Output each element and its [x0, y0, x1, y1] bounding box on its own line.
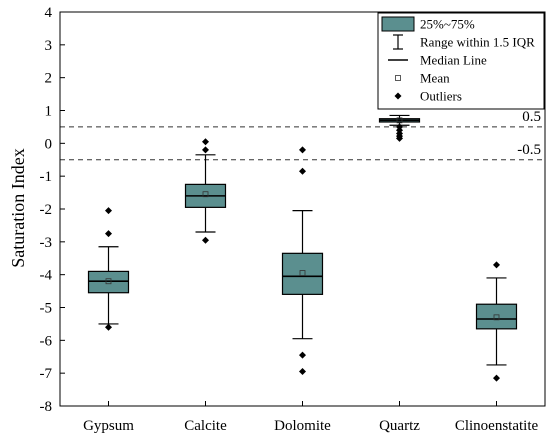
outlier-point: [202, 146, 209, 154]
mean-marker: [299, 270, 306, 276]
outlier-point: [202, 138, 209, 146]
iqr-box: [281, 252, 324, 295]
y-tick-label: -3: [40, 235, 53, 251]
outlier-point: [396, 134, 403, 142]
box-dolomite: [281, 146, 324, 376]
mean-marker: [105, 278, 112, 285]
outlier-point: [299, 351, 306, 359]
mean-marker: [202, 191, 209, 198]
outlier-point: [299, 368, 306, 376]
outlier-point: [299, 167, 306, 175]
y-tick-label: -1: [40, 169, 53, 185]
y-tick-label: -5: [40, 301, 53, 317]
outlier-point: [105, 323, 112, 331]
legend-box-swatch: [381, 16, 415, 32]
outlier-point: [299, 146, 306, 154]
y-tick-label: 3: [45, 38, 53, 54]
x-tick-label: Calcite: [184, 418, 227, 434]
legend-label: Mean: [420, 71, 450, 86]
legend-label: Outliers: [420, 89, 462, 104]
box-layer: [87, 114, 518, 382]
y-tick-label: -2: [40, 202, 53, 218]
outlier-point: [493, 261, 500, 269]
axis-layer: 4 3 2 1 0 -1 -2 -3 -4 -5 -6 -7 -8 Gypsum Calcite Dolomi…: [40, 5, 546, 434]
box-quartz: [378, 114, 421, 142]
mean-marker: [493, 314, 500, 321]
y-axis-title: Saturation Index: [8, 148, 28, 267]
outlier-point: [105, 230, 112, 238]
legend-label: Range within 1.5 IQR: [420, 35, 535, 50]
reference-line-label: -0.5: [517, 142, 541, 158]
outlier-point: [105, 207, 112, 215]
iqr-box: [475, 303, 518, 330]
y-tick-label: -7: [40, 366, 53, 382]
y-tick-label: 0: [45, 136, 53, 152]
reference-lines: 0.5 -0.5: [60, 109, 545, 161]
y-tick-label: 4: [45, 5, 53, 21]
legend: 25%~75% Range within 1.5 IQR Median Line Me…: [377, 12, 545, 110]
y-tick-label: -6: [40, 333, 53, 349]
legend-mean-swatch: [395, 75, 401, 81]
box-calcite: [184, 138, 227, 244]
y-tick-label: -8: [40, 399, 53, 415]
outlier-point: [202, 236, 209, 244]
outlier-point: [493, 374, 500, 382]
y-tick-label: 2: [45, 71, 53, 87]
legend-outlier-swatch: [394, 92, 402, 100]
x-tick-label: Gypsum: [83, 418, 134, 434]
mean-marker: [396, 117, 403, 124]
box-gypsum: [87, 207, 130, 331]
x-tick-label: Quartz: [379, 418, 420, 434]
legend-label: 25%~75%: [420, 17, 475, 32]
box-clinoenstatite: [475, 261, 518, 382]
y-tick-label: 1: [45, 104, 53, 120]
x-tick-label: Dolomite: [274, 418, 331, 434]
reference-line-label: 0.5: [522, 109, 541, 125]
y-tick-label: -4: [40, 268, 53, 284]
x-tick-label: Clinoenstatite: [455, 418, 539, 434]
legend-label: Median Line: [420, 53, 487, 68]
iqr-box: [87, 270, 130, 294]
